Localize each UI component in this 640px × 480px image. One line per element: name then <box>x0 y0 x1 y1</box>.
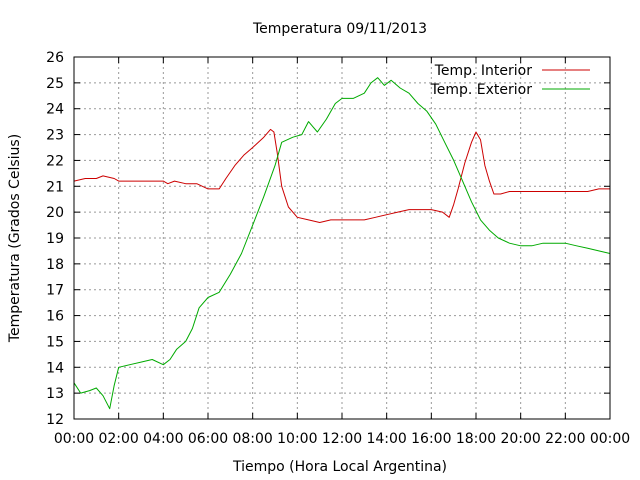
y-tick-label: 14 <box>46 360 64 376</box>
x-axis-label: Tiempo (Hora Local Argentina) <box>232 459 447 475</box>
x-axis-ticks: 00:00 02:00 04:00 06:00 08:00 10:00 12:00 14:00… <box>54 57 630 447</box>
y-tick-label: 23 <box>46 128 64 144</box>
y-axis-label: Temperatura (Grados Celsius) <box>7 134 23 343</box>
x-tick-label: 00:00 <box>590 431 630 447</box>
chart-title: Temperatura 09/11/2013 <box>252 21 427 37</box>
y-tick-label: 26 <box>46 50 64 66</box>
legend-label: Temp. Interior <box>434 63 533 79</box>
y-tick-label: 25 <box>46 76 64 92</box>
y-tick-label: 13 <box>46 386 64 402</box>
x-tick-label: 14:00 <box>366 431 406 447</box>
y-tick-label: 19 <box>46 231 64 247</box>
x-tick-label: 10:00 <box>277 431 317 447</box>
series-line-exterior <box>73 77 611 410</box>
y-tick-label: 18 <box>46 257 64 273</box>
y-tick-label: 22 <box>46 153 64 169</box>
x-tick-label: 06:00 <box>188 431 228 447</box>
x-tick-label: 18:00 <box>456 431 496 447</box>
x-tick-label: 22:00 <box>545 431 585 447</box>
series-line-interior <box>73 128 610 223</box>
y-axis-ticks: 12 13 14 15 16 17 18 19 20 21 22 23 24 25 26 <box>46 50 610 428</box>
x-tick-label: 00:00 <box>54 431 94 447</box>
plot-frame <box>73 56 611 420</box>
y-tick-label: 15 <box>46 334 64 350</box>
y-tick-label: 12 <box>46 412 64 428</box>
x-tick-label: 12:00 <box>322 431 362 447</box>
x-tick-label: 16:00 <box>411 431 451 447</box>
y-tick-label: 21 <box>46 179 64 195</box>
y-tick-label: 17 <box>46 283 64 299</box>
y-tick-label: 24 <box>46 102 64 118</box>
x-tick-label: 04:00 <box>143 431 183 447</box>
x-tick-label: 20:00 <box>500 431 540 447</box>
x-tick-label: 08:00 <box>232 431 272 447</box>
y-tick-label: 20 <box>46 205 64 221</box>
legend-label: Temp. Exterior <box>430 82 533 98</box>
x-tick-label: 02:00 <box>98 431 138 447</box>
grid-lines <box>74 57 610 419</box>
legend: Temp. Interior Temp. Exterior <box>430 63 590 98</box>
y-tick-label: 16 <box>46 309 64 325</box>
series-lines <box>73 77 611 410</box>
